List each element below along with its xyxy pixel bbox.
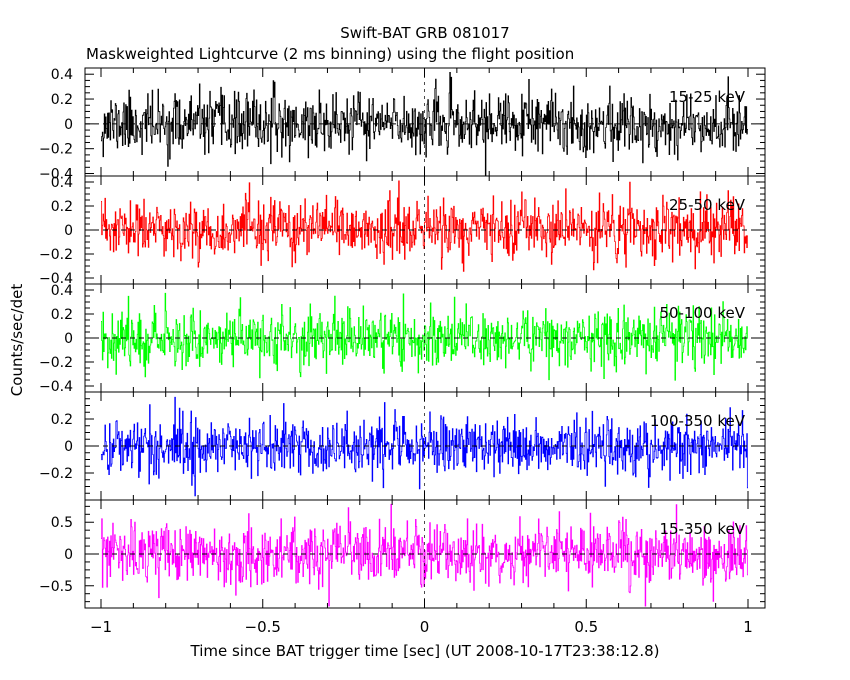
y-tick-label: 0.4 — [51, 283, 73, 299]
y-tick-label: −0.2 — [39, 355, 73, 371]
band-label: 25-50 keV — [669, 196, 746, 214]
y-tick-label: 0 — [64, 439, 73, 455]
y-tick-label: 0.4 — [51, 175, 73, 191]
y-tick-label: −0.4 — [39, 271, 73, 287]
panel-2: −0.4 −0.2 0 0.2 0.4 25-50 keV — [39, 175, 766, 287]
x-axis: −1 −0.5 0 0.5 1 — [90, 618, 753, 636]
series-line — [101, 292, 748, 381]
x-axis-label: Time since BAT trigger time [sec] (UT 20… — [190, 642, 660, 660]
y-tick-label: −0.4 — [39, 167, 73, 183]
y-tick-label: 0.2 — [51, 199, 73, 215]
y-tick-label: 0.2 — [51, 92, 73, 108]
panel-4: −0.2 0 0.2 100-350 keV — [39, 391, 766, 501]
series-line — [101, 72, 748, 176]
x-tick-label: 1 — [743, 618, 753, 636]
band-label: 15-350 keV — [659, 520, 745, 538]
x-tick-label: 0.5 — [574, 618, 598, 636]
series-line — [101, 180, 748, 272]
y-tick-label: 0 — [64, 117, 73, 133]
x-tick-label: −0.5 — [245, 618, 281, 636]
y-axis-label: Counts/sec/det — [8, 284, 26, 397]
panels: −0.4 −0.2 0 0.2 0.4 15-25 keV −0.4 −0.2 0 0.2 0.4 2… — [39, 67, 766, 609]
y-tick-label: −0.4 — [39, 379, 73, 395]
band-label: 15-25 keV — [669, 88, 746, 106]
y-tick-label: −0.2 — [39, 247, 73, 263]
panel-1: −0.4 −0.2 0 0.2 0.4 15-25 keV — [39, 67, 766, 183]
y-tick-label: 0 — [64, 223, 73, 239]
y-tick-label: −0.5 — [39, 579, 73, 595]
chart-subtitle: Maskweighted Lightcurve (2 ms binning) u… — [86, 45, 574, 63]
y-tick-label: −0.2 — [39, 142, 73, 158]
panel-3: −0.4 −0.2 0 0.2 0.4 50-100 keV — [39, 283, 766, 395]
y-tick-label: 0 — [64, 547, 73, 563]
chart-title: Swift-BAT GRB 081017 — [340, 24, 509, 42]
y-tick-label: 0 — [64, 331, 73, 347]
y-tick-label: −0.2 — [39, 466, 73, 482]
y-tick-label: 0.2 — [51, 307, 73, 323]
x-tick-label: 0 — [420, 618, 430, 636]
band-label: 100-350 keV — [650, 412, 746, 430]
x-tick-label: −1 — [90, 618, 112, 636]
series-line — [101, 396, 748, 497]
series-line — [101, 503, 748, 607]
band-label: 50-100 keV — [659, 304, 745, 322]
y-tick-label: 0.2 — [51, 412, 73, 428]
panel-5: −0.5 0 0.5 15-350 keV — [39, 499, 766, 609]
y-tick-label: 0.5 — [51, 515, 73, 531]
y-tick-label: 0.4 — [51, 67, 73, 83]
